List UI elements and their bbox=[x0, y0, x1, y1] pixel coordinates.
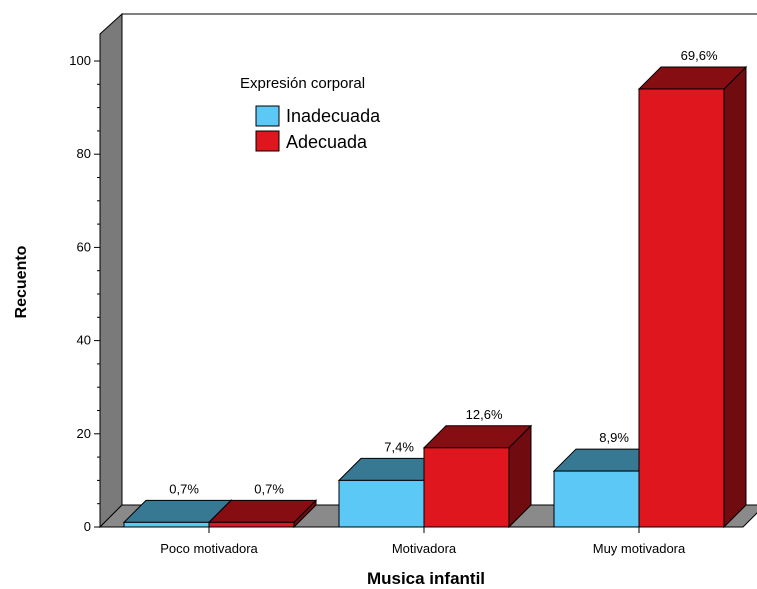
bars bbox=[122, 65, 748, 529]
y-axis: 0 20 40 60 80 100 bbox=[69, 34, 101, 534]
legend-swatch-adecuada bbox=[255, 130, 280, 152]
bar-front bbox=[638, 88, 725, 528]
y-tick-label: 0 bbox=[84, 519, 91, 534]
y-tick-label: 20 bbox=[77, 426, 91, 441]
legend-swatch-inadecuada bbox=[255, 105, 280, 127]
back-wall-edge bbox=[121, 13, 757, 505]
data-label-0-0: 0,7% bbox=[169, 481, 199, 496]
bar-front bbox=[123, 521, 210, 528]
data-label-1-1: 12,6% bbox=[466, 407, 503, 422]
data-labels: 0,7% 0,7% 7,4% 12,6% 8,9% 69,6% bbox=[169, 48, 718, 496]
data-label-0-1: 0,7% bbox=[254, 481, 284, 496]
bar-0-1 bbox=[207, 499, 318, 529]
bar-1-1 bbox=[422, 424, 533, 529]
bar-front bbox=[338, 479, 425, 528]
x-tick-label: Poco motivadora bbox=[160, 541, 258, 556]
data-label-2-0: 8,9% bbox=[599, 430, 629, 445]
bar-2-1 bbox=[637, 65, 748, 529]
y-tick-label: 80 bbox=[77, 146, 91, 161]
side-wall bbox=[99, 12, 123, 529]
x-tick-label: Motivadora bbox=[392, 541, 457, 556]
data-label-1-0: 7,4% bbox=[384, 439, 414, 454]
x-tick-label: Muy motivadora bbox=[593, 541, 686, 556]
legend-title: Expresión corporal bbox=[240, 75, 365, 92]
legend-label-adecuada: Adecuada bbox=[286, 132, 368, 152]
y-tick-label: 60 bbox=[77, 239, 91, 254]
y-axis-title: Recuento bbox=[13, 245, 30, 318]
bar-front bbox=[423, 447, 510, 528]
bar-front bbox=[553, 470, 640, 528]
bar-side bbox=[723, 65, 747, 529]
x-axis: Poco motivadora Motivadora Muy motivadora bbox=[100, 526, 743, 556]
x-axis-title: Musica infantil bbox=[367, 569, 485, 588]
bar-front bbox=[208, 521, 295, 528]
legend: Expresión corporal Inadecuada Adecuada bbox=[240, 75, 381, 152]
y-tick-label: 100 bbox=[69, 53, 91, 68]
data-label-2-1: 69,6% bbox=[681, 48, 718, 63]
y-tick-label: 40 bbox=[77, 333, 91, 348]
legend-label-inadecuada: Inadecuada bbox=[286, 106, 381, 126]
